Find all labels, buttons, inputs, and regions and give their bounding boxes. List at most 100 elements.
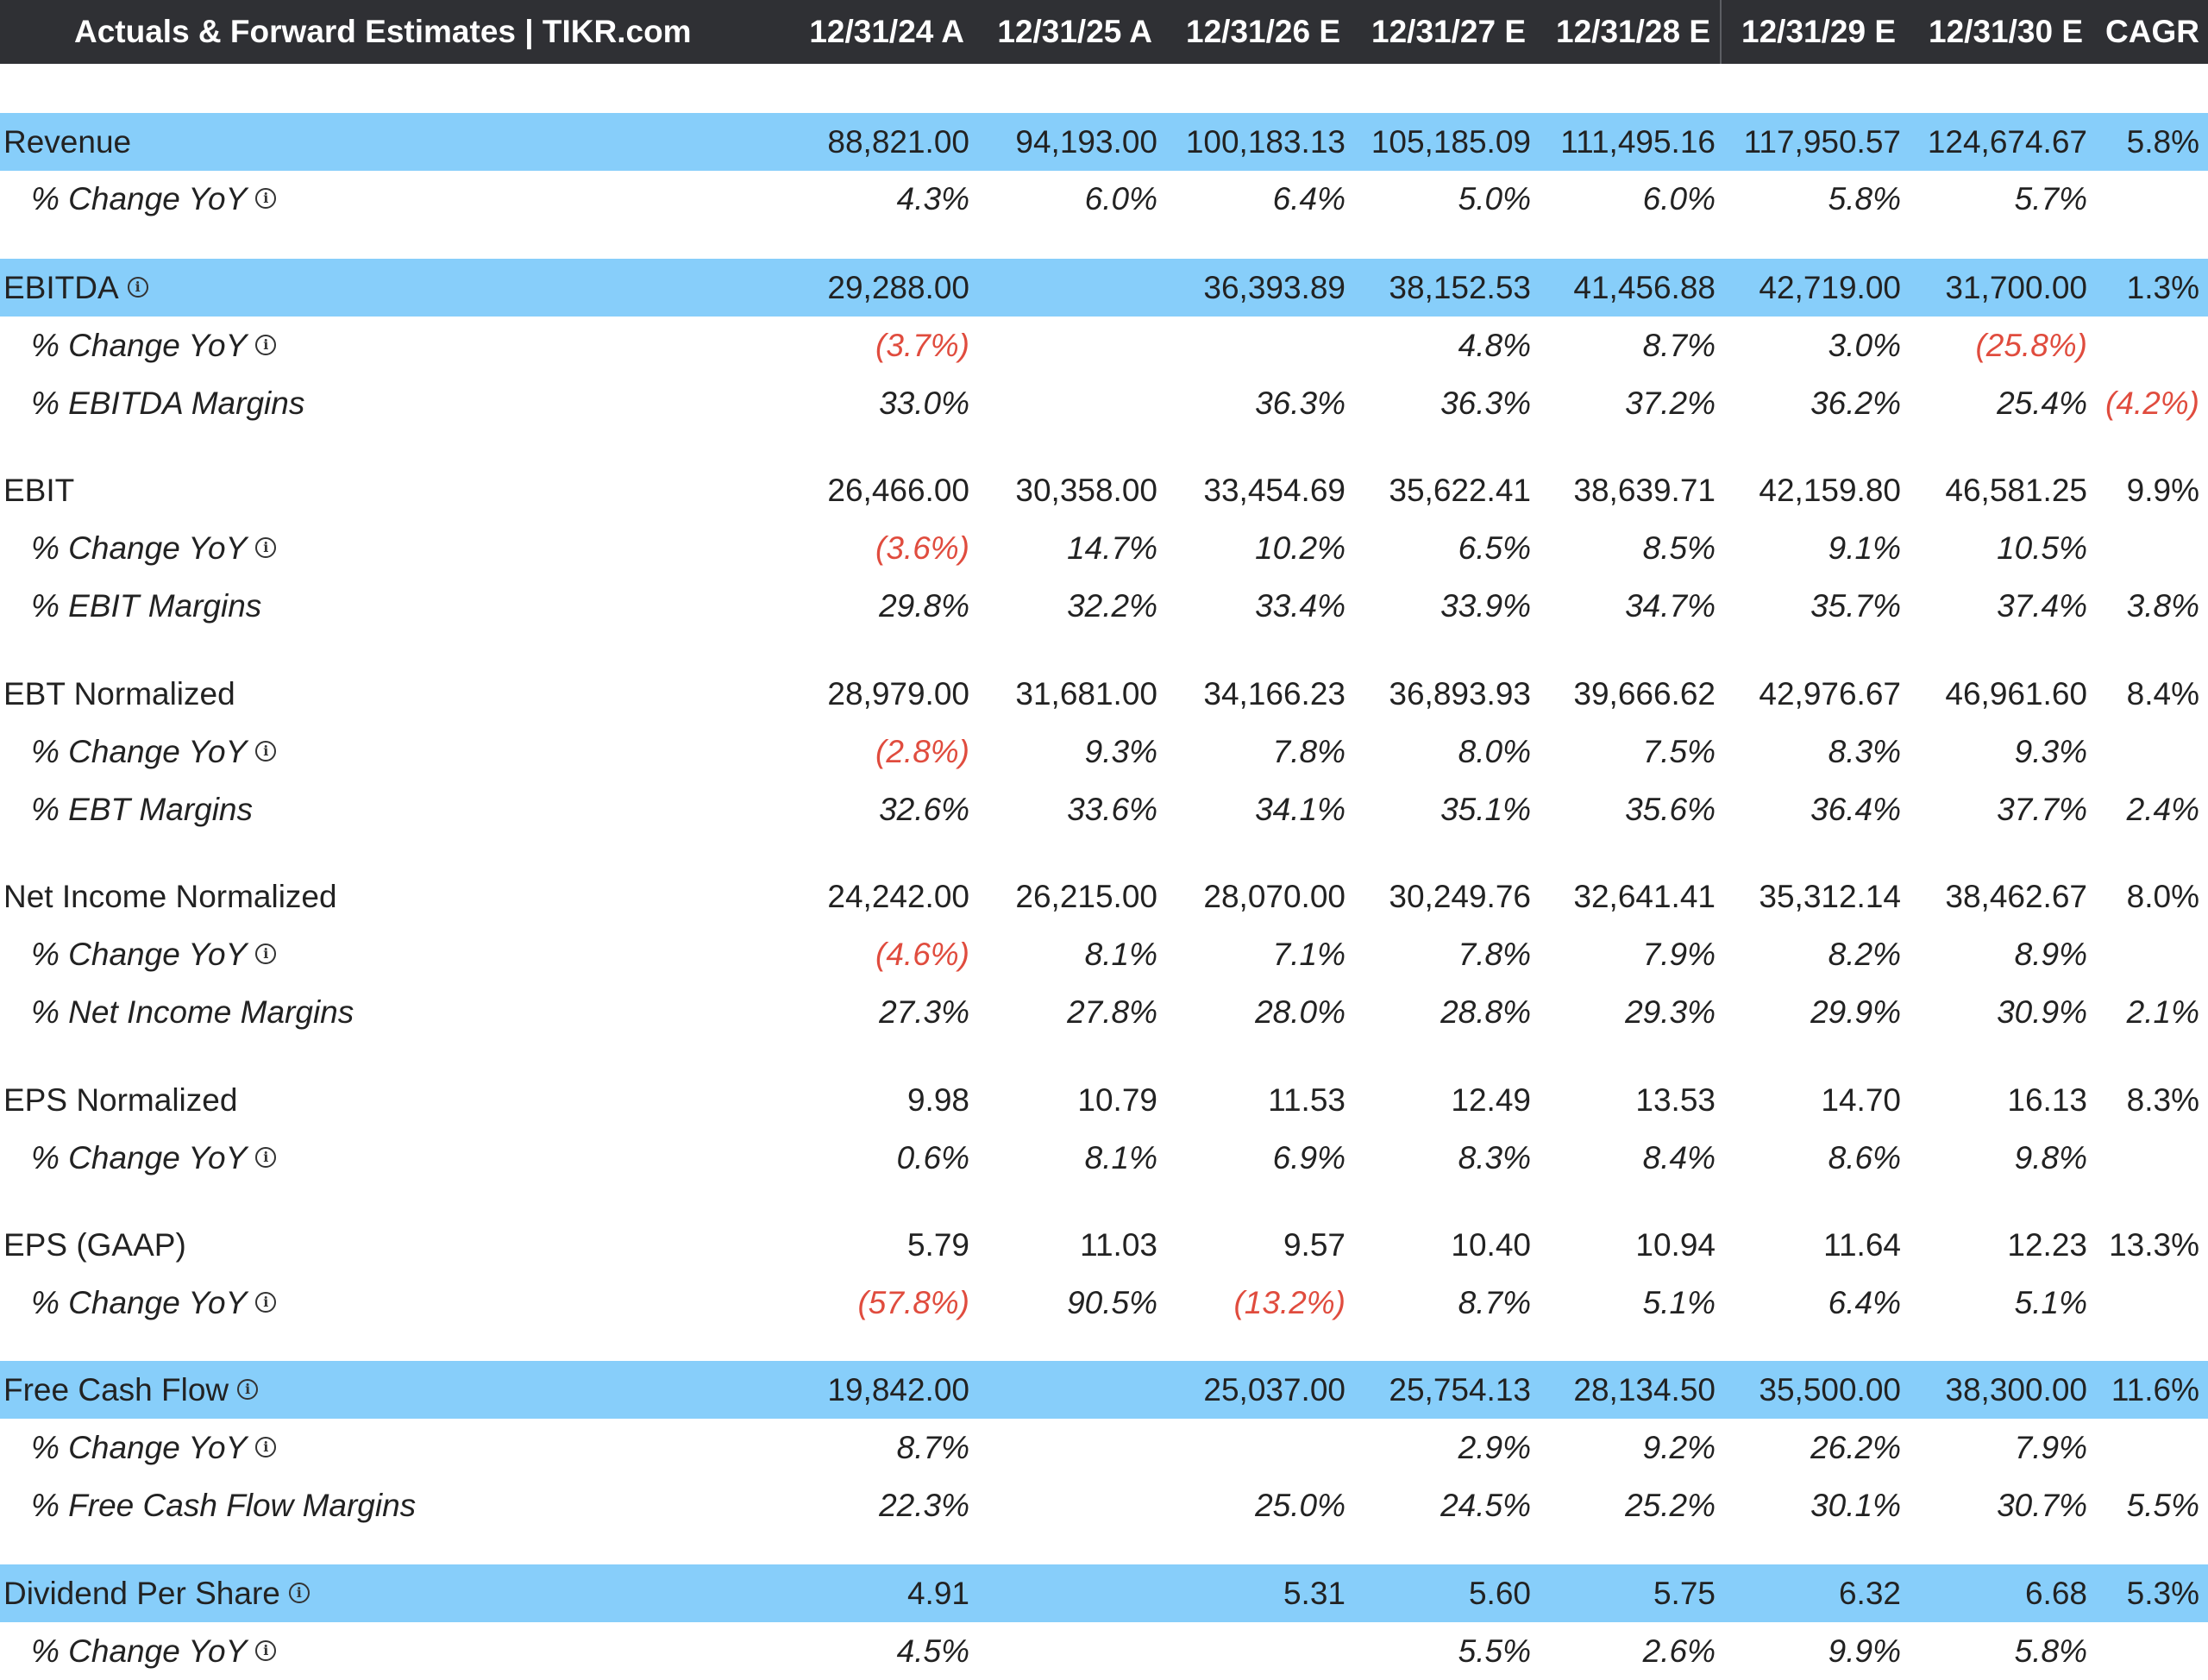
value-cell: 3.0% <box>1828 328 1901 363</box>
column-header: 12/31/24 A <box>809 14 964 49</box>
row-label-text: % Change YoY <box>31 530 248 566</box>
info-icon[interactable]: i <box>255 335 277 356</box>
row-label-text: EPS Normalized <box>3 1082 238 1118</box>
value-cell: 25,754.13 <box>1389 1372 1531 1407</box>
value-cell: 22.3% <box>879 1488 969 1523</box>
info-icon[interactable]: i <box>255 1437 277 1458</box>
value-cell: 25.0% <box>1255 1488 1346 1523</box>
value-cell: 37.4% <box>1997 588 2087 624</box>
info-icon[interactable]: i <box>237 1379 259 1401</box>
info-icon[interactable]: i <box>288 1583 310 1604</box>
value-cell: 34,166.23 <box>1203 676 1346 711</box>
value-cell: 105,185.09 <box>1371 124 1531 160</box>
cagr-cell: 8.4% <box>2126 676 2199 711</box>
value-cell: 35.6% <box>1625 792 1716 827</box>
table-row: % Change YoY i (2.8%) 9.3% 7.8% 8.0% 7.5% 8.3% 9… <box>0 723 2208 780</box>
value-cell: 6.9% <box>1272 1140 1346 1175</box>
row-label: % Change YoY i <box>31 925 277 983</box>
value-cell: 28.0% <box>1255 994 1346 1030</box>
info-icon[interactable]: i <box>255 741 277 762</box>
value-cell: 9.98 <box>906 1082 969 1118</box>
row-label-text: % Change YoY <box>31 328 248 363</box>
info-icon[interactable]: i <box>255 1640 277 1662</box>
table-row: EBT Normalized 28,979.00 31,681.00 34,166.2… <box>0 665 2208 723</box>
value-cell: 46,581.25 <box>1945 473 2087 508</box>
value-cell: 9.57 <box>1283 1227 1346 1263</box>
value-cell: 5.31 <box>1283 1576 1346 1611</box>
value-cell: 29.9% <box>1810 994 1901 1030</box>
value-cell: 8.1% <box>1084 937 1157 972</box>
table-row: EBITDA i 29,288.00 36,393.89 38,152.53 41,456… <box>0 259 2208 317</box>
row-label-text: % Change YoY <box>31 181 248 216</box>
row-label: % Change YoY i <box>31 1622 277 1680</box>
row-label: Dividend Per Share i <box>3 1564 310 1622</box>
header-title: Actuals & Forward Estimates | TIKR.com <box>74 14 692 49</box>
row-label: % Change YoY i <box>31 1274 277 1332</box>
value-cell: 8.7% <box>1642 328 1716 363</box>
value-cell: 26,466.00 <box>827 473 969 508</box>
value-cell: 5.60 <box>1468 1576 1531 1611</box>
value-cell: 7.8% <box>1458 937 1531 972</box>
value-cell: 6.68 <box>2024 1576 2087 1611</box>
row-label-text: % Change YoY <box>31 1285 248 1320</box>
table-row: EPS Normalized 9.98 10.79 11.53 12.49 13.53 14… <box>0 1071 2208 1129</box>
cagr-cell: (4.2%) <box>2105 386 2199 421</box>
table-row: % Change YoY i 0.6% 8.1% 6.9% 8.3% 8.4% 8.6% 9.8… <box>0 1129 2208 1187</box>
value-cell: 38,300.00 <box>1945 1372 2087 1407</box>
row-label: % Change YoY i <box>31 723 277 780</box>
table-header: Actuals & Forward Estimates | TIKR.com 1… <box>0 0 2208 64</box>
info-icon[interactable]: i <box>127 277 148 298</box>
info-icon[interactable]: i <box>255 537 277 559</box>
info-icon[interactable]: i <box>255 1147 277 1169</box>
value-cell: 6.4% <box>1272 181 1346 216</box>
value-cell: 32.6% <box>879 792 969 827</box>
value-cell: 14.7% <box>1067 530 1157 566</box>
column-header: CAGR <box>2105 14 2199 49</box>
table-row: Dividend Per Share i 4.91 5.31 5.60 5.75 6.32 6… <box>0 1564 2208 1622</box>
value-cell: 7.8% <box>1272 734 1346 769</box>
value-cell: 94,193.00 <box>1015 124 1157 160</box>
column-header: 12/31/26 E <box>1186 14 1340 49</box>
value-cell: 33,454.69 <box>1203 473 1346 508</box>
value-cell: 6.32 <box>1838 1576 1901 1611</box>
value-cell: 32,641.41 <box>1573 879 1716 914</box>
value-cell: 19,842.00 <box>827 1372 969 1407</box>
table-row: % Change YoY i (3.7%) 4.8% 8.7% 3.0% (25.8%) <box>0 317 2208 374</box>
value-cell: 36.2% <box>1810 386 1901 421</box>
value-cell: 4.5% <box>896 1633 969 1669</box>
table-row: EPS (GAAP) 5.79 11.03 9.57 10.40 10.94 11.64 12… <box>0 1216 2208 1274</box>
value-cell: 25,037.00 <box>1203 1372 1346 1407</box>
value-cell: (3.7%) <box>875 328 969 363</box>
row-label: % Net Income Margins <box>31 983 354 1041</box>
value-cell: 42,159.80 <box>1759 473 1901 508</box>
row-label-text: % Change YoY <box>31 1140 248 1175</box>
row-label-text: Net Income Normalized <box>3 879 337 914</box>
value-cell: 36.3% <box>1255 386 1346 421</box>
info-icon[interactable]: i <box>255 943 277 965</box>
info-icon[interactable]: i <box>255 1292 277 1313</box>
value-cell: 28,070.00 <box>1203 879 1346 914</box>
cagr-cell: 8.3% <box>2126 1082 2199 1118</box>
table-row: % EBITDA Margins 33.0% 36.3% 36.3% 37.2% 36.2… <box>0 374 2208 432</box>
table-row: Revenue 88,821.00 94,193.00 100,183.13 105,1… <box>0 113 2208 171</box>
value-cell: 8.5% <box>1642 530 1716 566</box>
value-cell: 34.1% <box>1255 792 1346 827</box>
cagr-cell: 13.3% <box>2109 1227 2199 1263</box>
table-row: Free Cash Flow i 19,842.00 25,037.00 25,754.… <box>0 1361 2208 1419</box>
value-cell: 29.3% <box>1625 994 1716 1030</box>
cagr-cell: 9.9% <box>2126 473 2199 508</box>
table-row: % Change YoY i 4.5% 5.5% 2.6% 9.9% 5.8% <box>0 1622 2208 1680</box>
value-cell: 10.40 <box>1451 1227 1531 1263</box>
row-label: Revenue <box>3 113 131 171</box>
row-label-text: % Change YoY <box>31 937 248 972</box>
table-row: % Change YoY i (4.6%) 8.1% 7.1% 7.8% 7.9% 8.2% 8… <box>0 925 2208 983</box>
value-cell: 8.7% <box>1458 1285 1531 1320</box>
row-label-text: % Net Income Margins <box>31 994 354 1030</box>
cagr-cell: 3.8% <box>2126 588 2199 624</box>
column-header: 12/31/27 E <box>1371 14 1526 49</box>
value-cell: 10.5% <box>1997 530 2087 566</box>
value-cell: 4.91 <box>906 1576 969 1611</box>
value-cell: (2.8%) <box>875 734 969 769</box>
column-header: 12/31/25 A <box>997 14 1152 49</box>
info-icon[interactable]: i <box>255 188 277 210</box>
